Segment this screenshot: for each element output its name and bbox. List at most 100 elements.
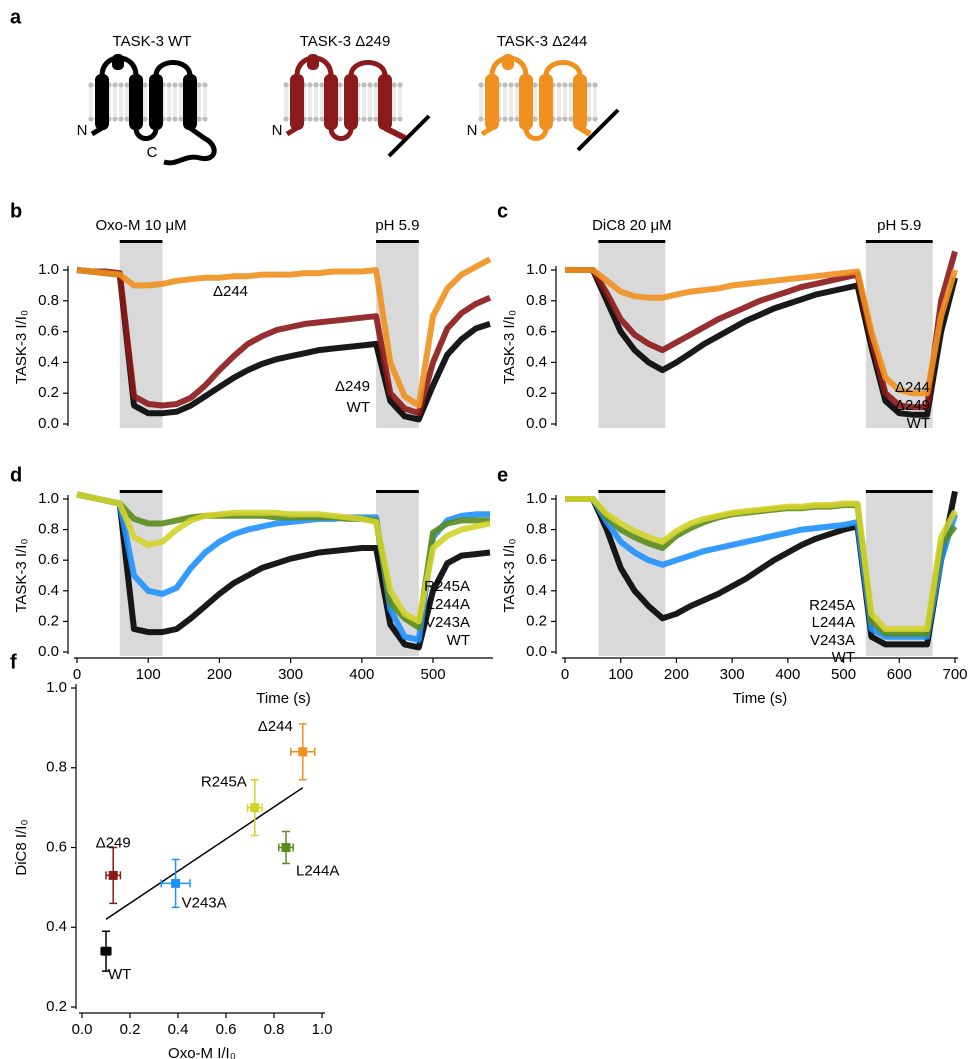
y-tick-label: 0.2 <box>38 384 59 401</box>
channel-name: TASK-3 Δ244 <box>497 33 588 50</box>
truncation-mark <box>387 114 431 158</box>
channel-name: TASK-3 WT <box>113 33 192 50</box>
series-label: V243A <box>425 614 470 631</box>
y-tick-label: 1.0 <box>526 261 547 278</box>
panel-letter: f <box>10 651 17 673</box>
x-tick-label: 500 <box>831 666 856 683</box>
y-tick-label: 0.8 <box>526 292 547 309</box>
y-axis-label: TASK-3 I/I₀ <box>13 310 30 384</box>
x-tick-label: 100 <box>136 666 161 683</box>
channel-wt <box>88 54 217 166</box>
channel-name: TASK-3 Δ249 <box>300 33 391 50</box>
x-tick-label: 300 <box>278 666 303 683</box>
series-line <box>565 496 958 640</box>
x-tick-label: 100 <box>608 666 633 683</box>
channel-body <box>478 54 598 139</box>
series-label: R245A <box>424 578 470 595</box>
x-tick-label: 600 <box>887 666 912 683</box>
y-tick-label: 0.2 <box>526 384 547 401</box>
point <box>108 870 118 880</box>
y-tick-label: 0.2 <box>526 612 547 629</box>
series-label: V243A <box>810 632 855 649</box>
y-axis-label: DiC8 I/I₀ <box>13 819 30 875</box>
x-tick-label: 0 <box>561 666 569 683</box>
y-tick-label: 0.4 <box>46 918 67 935</box>
y-axis-label: TASK-3 I/I₀ <box>13 538 30 612</box>
y-tick-label: 0.2 <box>38 612 59 629</box>
y-tick-label: 0.6 <box>46 838 67 855</box>
truncation-mark <box>576 108 620 152</box>
x-axis-label: Oxo-M I/I₀ <box>168 1045 236 1059</box>
y-tick-label: 0.8 <box>526 521 547 538</box>
x-axis-label: Time (s) <box>256 690 310 707</box>
y-tick-label: 0.4 <box>38 582 59 599</box>
series-label: R245A <box>809 597 855 614</box>
stimulus-label: DiC8 20 μM <box>592 217 672 234</box>
series-label: Δ249 <box>895 397 930 414</box>
series-line <box>565 250 958 411</box>
point-label: WT <box>108 966 131 983</box>
panel-letter: c <box>497 200 508 222</box>
panel-letter: e <box>497 464 508 486</box>
x-tick-label: 500 <box>421 666 446 683</box>
y-tick-label: 1.0 <box>46 679 67 696</box>
point-label: Δ244 <box>258 718 293 735</box>
point <box>171 878 181 888</box>
stimulus-bar <box>376 490 419 493</box>
y-tick-label: 0.2 <box>46 998 67 1015</box>
y-tick-label: 0.6 <box>526 551 547 568</box>
x-tick-label: 0.4 <box>168 1021 189 1038</box>
y-tick-label: 0.8 <box>38 521 59 538</box>
c-terminus <box>578 125 592 137</box>
y-axis-label: TASK-3 I/I₀ <box>501 538 518 612</box>
y-tick-label: 0.8 <box>46 759 67 776</box>
x-tick-label: 0 <box>73 666 81 683</box>
x-tick-label: 300 <box>720 666 745 683</box>
stimulus-label: Oxo-M 10 μM <box>96 217 187 234</box>
series-line <box>565 267 958 418</box>
x-tick-label: 1.0 <box>312 1021 333 1038</box>
x-axis-label: Time (s) <box>733 690 787 707</box>
stimulus-bar <box>119 240 163 243</box>
channel-d244 <box>478 54 620 152</box>
n-label: N <box>272 122 283 139</box>
y-tick-label: 1.0 <box>526 490 547 507</box>
c-terminus <box>383 125 407 141</box>
stimulus-label: pH 5.9 <box>375 217 419 234</box>
c-terminus <box>163 125 217 166</box>
stimulus-bar <box>598 240 666 243</box>
x-tick-label: 0.2 <box>120 1021 141 1038</box>
y-tick-label: 0.4 <box>526 582 547 599</box>
y-tick-label: 0.0 <box>526 643 547 660</box>
point-label: R245A <box>201 774 247 791</box>
x-tick-label: 700 <box>942 666 967 683</box>
x-tick-label: 0.0 <box>72 1021 93 1038</box>
x-tick-label: 200 <box>664 666 689 683</box>
series-line <box>565 267 958 397</box>
series-label: L244A <box>427 596 470 613</box>
x-tick-label: 0.8 <box>264 1021 285 1038</box>
point <box>250 803 260 813</box>
series-line <box>76 491 491 625</box>
y-tick-label: 0.0 <box>38 643 59 660</box>
series-label: WT <box>347 399 370 416</box>
point-label: L244A <box>296 862 339 879</box>
point <box>298 747 308 757</box>
series-line <box>565 496 958 632</box>
y-tick-label: 0.6 <box>526 323 547 340</box>
series-label: WT <box>832 649 855 666</box>
series-label: WT <box>907 415 930 432</box>
c-label: C <box>147 144 158 161</box>
series-line <box>565 490 958 648</box>
x-tick-label: 0.6 <box>216 1021 237 1038</box>
n-label: N <box>467 122 478 139</box>
fit-line <box>105 787 304 920</box>
channel-body <box>88 54 208 139</box>
y-tick-label: 1.0 <box>38 490 59 507</box>
panel-letter: a <box>10 6 22 28</box>
stimulus-bar <box>865 240 933 243</box>
point-label: V243A <box>182 894 227 911</box>
series-line <box>76 256 492 409</box>
series-label: Δ249 <box>335 378 370 395</box>
